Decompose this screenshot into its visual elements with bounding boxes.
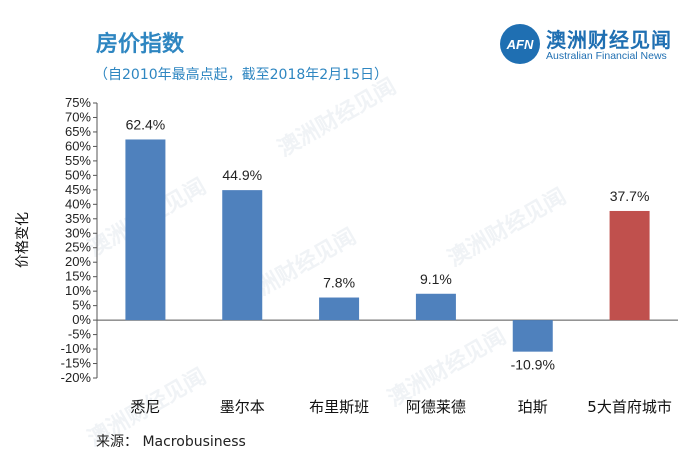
y-tick-label: 50%	[65, 167, 91, 182]
y-tick-label: 55%	[65, 153, 91, 168]
afn-logo-icon: AFN	[500, 24, 540, 64]
y-axis-label: 价格变化	[15, 212, 31, 268]
y-tick-label: 35%	[65, 211, 91, 226]
bar	[415, 293, 456, 321]
y-tick-label: 0%	[72, 312, 91, 327]
bar	[125, 139, 166, 321]
chart-subtitle: （自2010年最高点起，截至2018年2月15日）	[94, 67, 388, 83]
data-label: 37.7%	[610, 188, 650, 204]
source-note: 来源： Macrobusiness	[96, 434, 246, 450]
data-label: 7.8%	[323, 275, 355, 291]
data-label: 9.1%	[420, 271, 452, 287]
x-category-label: 珀斯	[518, 398, 548, 416]
brand-name-cn: 澳洲财经见闻	[546, 28, 672, 52]
data-label: 44.9%	[222, 167, 262, 183]
y-tick-label: 45%	[65, 182, 91, 197]
bar	[319, 297, 360, 321]
bar	[222, 190, 263, 321]
x-category-label: 墨尔本	[220, 398, 265, 416]
y-tick-label: -15%	[61, 356, 92, 371]
y-tick-label: 15%	[65, 269, 91, 284]
data-label: -10.9%	[511, 357, 555, 373]
y-tick-label: -10%	[61, 341, 92, 356]
y-tick-label: 75%	[65, 95, 91, 110]
x-category-label: 布里斯班	[309, 398, 369, 416]
brand-name-en: Australian Financial News	[546, 50, 667, 62]
y-tick-label: -5%	[68, 327, 92, 342]
y-tick-label: 25%	[65, 240, 91, 255]
chart-title: 房价指数	[96, 32, 185, 57]
x-category-label: 5大首府城市	[587, 398, 672, 416]
bar	[512, 320, 553, 352]
x-category-label: 悉尼	[130, 398, 160, 416]
y-tick-label: 60%	[65, 138, 91, 153]
y-tick-label: 70%	[65, 109, 91, 124]
x-category-label: 阿德莱德	[406, 398, 466, 416]
y-tick-label: 65%	[65, 124, 91, 139]
y-tick-label: 5%	[72, 298, 91, 313]
bar	[609, 210, 650, 321]
data-label: 62.4%	[126, 116, 166, 132]
brand-logo: AFN 澳洲财经见闻 Australian Financial News	[500, 22, 690, 66]
y-tick-label: 40%	[65, 196, 91, 211]
y-tick-label: 30%	[65, 225, 91, 240]
y-tick-label: 10%	[65, 283, 91, 298]
y-tick-label: 20%	[65, 254, 91, 269]
y-tick-label: -20%	[61, 370, 92, 385]
